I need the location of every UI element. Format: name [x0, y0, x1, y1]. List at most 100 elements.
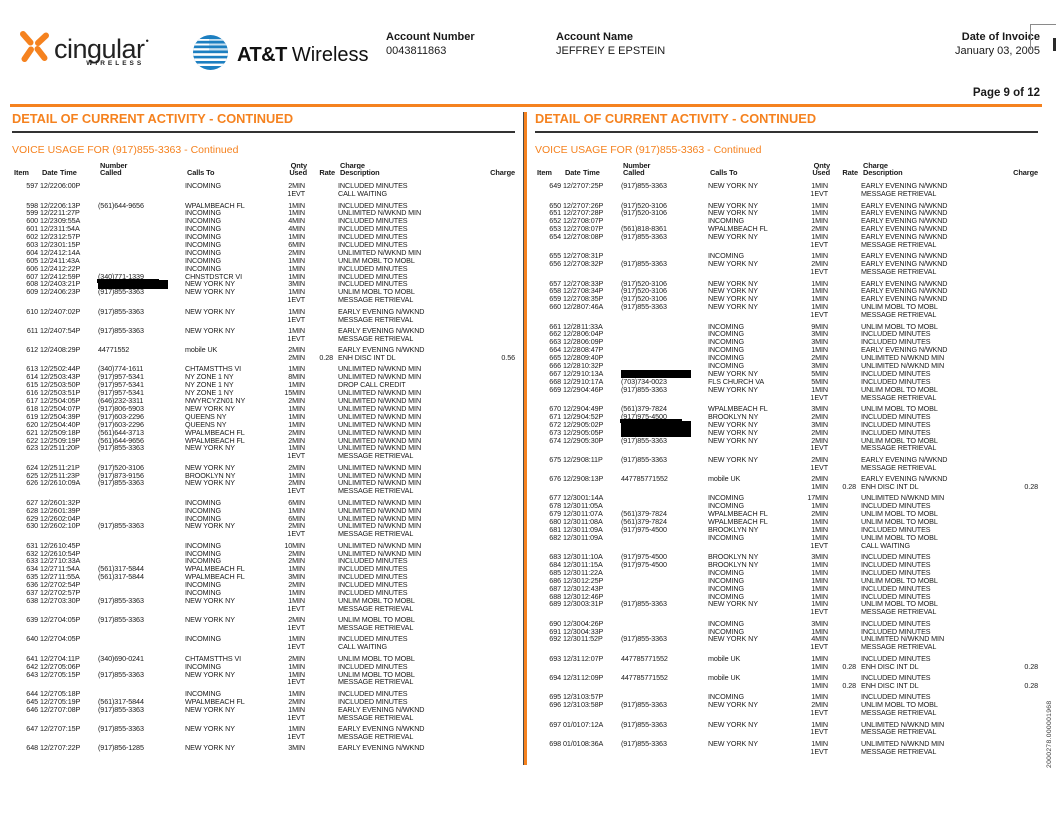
cell-date: 12/25	[40, 411, 58, 421]
cell-item-number	[12, 487, 38, 495]
cell-charge	[996, 585, 1038, 593]
account-name-block: Account Name JEFFREY E EPSTEIN	[556, 30, 665, 58]
cell-item-number	[535, 728, 561, 736]
cell-qty-used: 1MIN	[288, 588, 305, 598]
cell-charge	[996, 635, 1038, 643]
cell-rate	[305, 643, 333, 651]
cell-item-number: 649	[549, 181, 561, 191]
cell-number-called	[621, 709, 708, 717]
cell-time: 08:07P	[581, 224, 604, 234]
cell-calls-to: QUEENS NY	[185, 419, 227, 429]
cell-charge-description: INCLUDED MINUTES	[338, 272, 408, 281]
usage-line: 1EVT MESSAGE RETRIEVAL	[12, 678, 515, 686]
cell-charge	[473, 733, 515, 741]
cell-charge	[473, 373, 515, 381]
cell-time: 01:32P	[58, 497, 81, 507]
cell-date: 12/30	[563, 591, 581, 601]
usage-line: 681 12/30 11:09A (917)975-4500 BROOKLYN NY 1M…	[535, 526, 1038, 534]
cell-qty-used: 4MIN	[288, 216, 305, 226]
section-title: DETAIL OF CURRENT ACTIVITY - CONTINUED	[12, 111, 294, 126]
cell-time: 07:22P	[58, 743, 81, 753]
cell-calls-to: INCOMING	[185, 688, 221, 698]
cell-charge	[473, 288, 515, 296]
cell-qty-used: 3MIN	[288, 279, 305, 289]
account-name-value: JEFFREY E EPSTEIN	[556, 45, 666, 57]
cell-date: 12/27	[40, 688, 58, 698]
cell-date: 12/29	[563, 376, 581, 386]
cell-charge	[473, 487, 515, 495]
cell-qty-used: 1MIN	[288, 595, 305, 605]
cell-charge-description: MESSAGE RETRIEVAL	[338, 487, 414, 496]
cell-item-number: 676	[549, 474, 561, 484]
cell-charge-description: MESSAGE RETRIEVAL	[338, 530, 414, 539]
account-number-block: Account Number 0043811863	[386, 30, 475, 58]
cell-calls-to: FLS CHURCH VA	[708, 376, 765, 386]
cell-rate	[828, 260, 856, 268]
cell-charge	[473, 690, 515, 698]
cell-date: 12/28	[563, 337, 581, 347]
cell-time	[581, 728, 621, 736]
cell-rate	[828, 456, 856, 464]
cell-calls-to	[708, 663, 794, 671]
cell-charge	[996, 330, 1038, 338]
cell-time: 12:43P	[581, 583, 604, 593]
cell-date: 12/29	[563, 454, 581, 464]
cell-calls-to	[185, 487, 271, 495]
cell-charge	[473, 678, 515, 686]
cell-charge-description: MESSAGE RETRIEVAL	[861, 268, 937, 277]
cell-qty-used: 1MIN	[288, 505, 305, 515]
call-item: 633 12/27 10:33A INCOMING 2MIN INCLUDED MINUT…	[12, 557, 515, 565]
cell-number-called	[98, 530, 185, 538]
cell-number-called	[98, 233, 185, 241]
cell-calls-to: NEW YORK NY	[708, 278, 758, 288]
usage-line: 685 12/30 11:22A INCOMING 1MIN INCLUDED MINUT…	[535, 568, 1038, 577]
cell-time: 04:33P	[581, 626, 604, 636]
cell-charge	[473, 217, 515, 225]
cell-calls-to: NEW YORK NY	[708, 384, 758, 394]
cell-rate	[305, 581, 333, 589]
usage-line: 680 12/30 11:08A (561)379-7824 WPALMBEACH FL…	[535, 518, 1038, 526]
call-item: 603 12/23 01:15P INCOMING 6MIN INCLUDED MINUT…	[12, 241, 515, 249]
cell-charge-description: UNLIMITED N/WKND MIN	[861, 739, 945, 748]
cell-charge	[473, 605, 515, 613]
cell-item-number: 692	[549, 634, 561, 644]
cell-qty-used: 2MIN	[288, 435, 305, 445]
cell-qty-used: 1MIN	[811, 680, 828, 690]
cell-calls-to: INCOMING	[185, 505, 221, 515]
cell-qty-used: 1MIN	[811, 653, 828, 663]
cell-number-called	[621, 748, 708, 756]
cell-charge-description: UNLIMITED N/WKND MIN	[338, 444, 422, 453]
call-item: 682 12/30 11:09A INCOMING 1MIN UNLIM MOBL TO …	[535, 533, 1038, 550]
partially-redacted-number: (340)771-1339	[97, 271, 159, 283]
cell-time: 07:46A	[581, 302, 604, 312]
cell-rate: 0.28	[319, 353, 333, 363]
call-item: 629 12/26 02:04P INCOMING 6MIN UNLIMITED N/WK…	[12, 514, 515, 523]
cell-date: 12/23	[40, 232, 58, 242]
cell-rate	[305, 316, 333, 324]
cell-charge	[473, 507, 515, 515]
cell-charge-description: UNLIMITED N/WKND MIN	[338, 397, 422, 405]
cell-number-called	[98, 605, 185, 613]
cell-charge-description: INCLUDED MINUTES	[861, 674, 931, 682]
cell-qty-used: 1MIN	[811, 517, 828, 527]
cell-calls-to: NY ZONE 1 NY	[185, 388, 234, 398]
cell-item-number: 646	[26, 704, 38, 714]
cell-charge-description: UNLIM MOBL TO MOBL	[861, 518, 938, 526]
call-item: 656 12/27 08:32P (917)855-3363 NEW YORK NY 2M…	[535, 260, 1038, 276]
edge-tick-mark	[1053, 38, 1056, 51]
call-item: 688 12/30 12:46P INCOMING 1MIN INCLUDED MINUT…	[535, 591, 1038, 601]
cell-calls-to: mobile UK	[708, 653, 741, 663]
cell-charge-description: INCLUDED MINUTES	[338, 573, 408, 582]
cell-charge	[473, 573, 515, 581]
cell-qty-used: 1MIN	[288, 723, 305, 733]
cell-date: 12/30	[563, 517, 581, 527]
usage-line: 653 12/27 08:07P (561)818-8361 WPALMBEACH FL…	[535, 225, 1038, 233]
cell-time: 04:46P	[581, 384, 604, 394]
cell-charge-description: INCLUDED MINUTES	[861, 560, 931, 569]
usage-line: 678 12/30 11:05A INCOMING 1MIN INCLUDED MINUT…	[535, 502, 1038, 510]
cell-number-called: (917)855-3363	[621, 302, 667, 312]
cell-date: 12/27	[563, 208, 581, 218]
cell-date	[40, 733, 58, 741]
call-item: 687 12/30 12:43P INCOMING 1MIN INCLUDED MINUT…	[535, 583, 1038, 593]
cell-time: 05:02P	[581, 419, 604, 429]
